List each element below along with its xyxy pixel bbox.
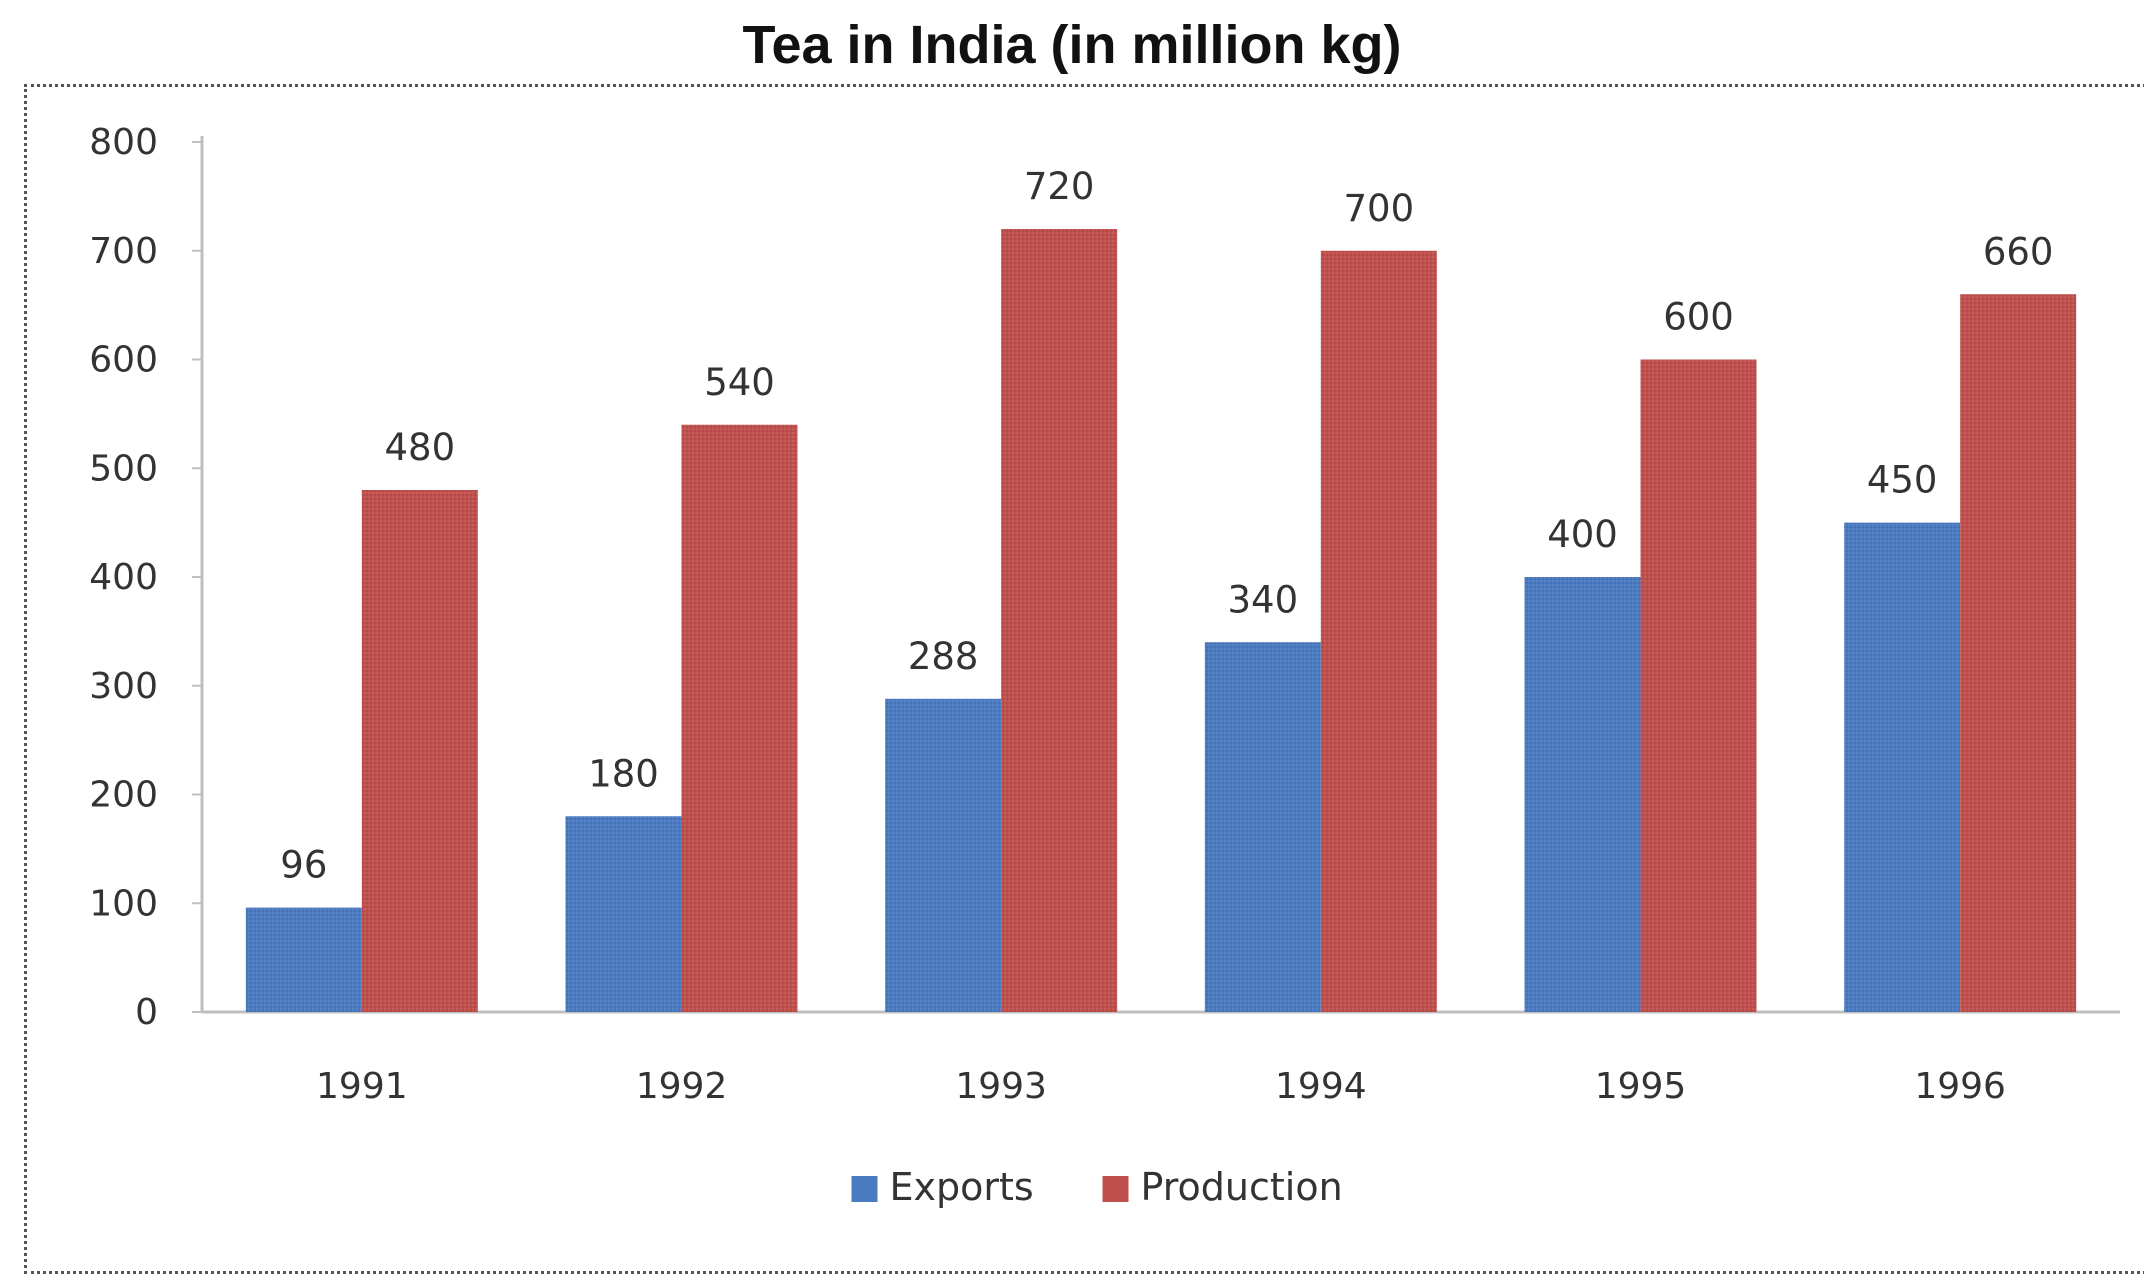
bar-texture	[1640, 359, 1757, 1012]
data-label-exports-1993: 288	[908, 635, 979, 678]
y-tick-label: 100	[89, 883, 158, 924]
data-label-exports-1995: 400	[1547, 513, 1618, 556]
bar-texture	[1960, 294, 2077, 1012]
y-tick-label: 400	[89, 557, 158, 598]
data-label-production-1993: 720	[1024, 165, 1095, 208]
y-tick-label: 800	[89, 122, 158, 163]
bars	[245, 229, 2077, 1012]
y-tick-label: 500	[89, 448, 158, 489]
x-tick-label: 1994	[1275, 1066, 1367, 1107]
y-tick-label: 600	[89, 340, 158, 381]
data-label-exports-1996: 450	[1867, 459, 1938, 502]
bar-texture	[565, 816, 682, 1012]
data-label-production-1996: 660	[1983, 230, 2054, 273]
y-tick-label: 200	[89, 775, 158, 816]
legend-swatch	[1102, 1176, 1129, 1202]
bar-texture	[885, 698, 1002, 1012]
y-tick-label: 300	[89, 666, 158, 707]
legend-swatch	[851, 1176, 878, 1202]
legend-label: Production	[1141, 1165, 1343, 1209]
chart-title: Tea in India (in million kg)	[742, 15, 1402, 75]
x-tick-label: 1992	[636, 1066, 728, 1107]
data-label-exports-1992: 180	[588, 752, 659, 795]
data-label-production-1995: 600	[1663, 296, 1734, 339]
x-tick-label: 1996	[1914, 1066, 2006, 1107]
bar-texture	[1320, 250, 1437, 1012]
bar-texture	[1844, 522, 1961, 1012]
bar-texture	[681, 424, 798, 1012]
bar-texture	[1524, 577, 1641, 1012]
x-tick-label: 1995	[1595, 1066, 1687, 1107]
bar-texture	[1204, 642, 1321, 1012]
axes: 0 100 200 300 400 500 600 700 800 1991 1992 1993 199…	[89, 122, 2120, 1107]
legend-item-production: Production	[1102, 1165, 1343, 1209]
x-tick-label: 1991	[316, 1066, 408, 1107]
y-tick-label: 700	[89, 231, 158, 272]
data-label-exports-1991: 96	[280, 844, 327, 887]
legend-label: Exports	[890, 1165, 1034, 1209]
data-label-exports-1994: 340	[1228, 578, 1299, 621]
y-tick-label: 0	[135, 992, 158, 1033]
legend: Exports Production	[851, 1165, 1343, 1209]
bar-texture	[361, 490, 478, 1012]
x-tick-label: 1993	[955, 1066, 1047, 1107]
data-labels: 96 480 180 540 288 720 340 700 400 600 450 660	[280, 165, 2053, 887]
bar-texture	[245, 907, 362, 1012]
legend-item-exports: Exports	[851, 1165, 1034, 1209]
data-label-production-1991: 480	[385, 426, 456, 469]
data-label-production-1992: 540	[704, 361, 775, 404]
bar-texture	[1001, 229, 1118, 1012]
data-label-production-1994: 700	[1344, 187, 1415, 230]
